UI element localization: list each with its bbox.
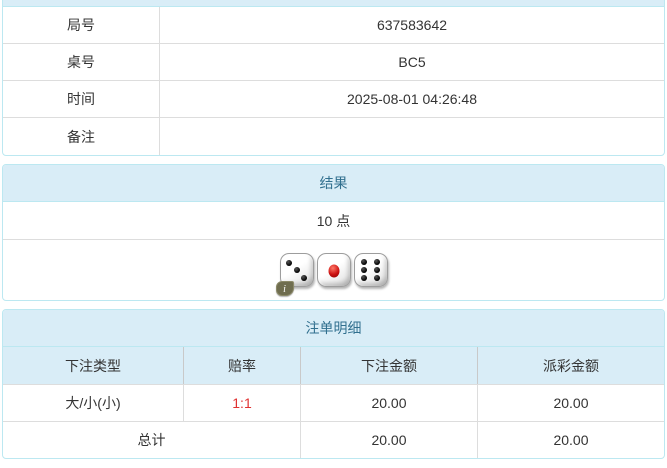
- die-pip: [360, 258, 367, 265]
- bet-payout-cell: 20.00: [553, 395, 589, 411]
- die-pip: [374, 267, 381, 273]
- info-icon[interactable]: i: [275, 281, 294, 296]
- game-info-heading: [3, 0, 664, 7]
- bet-row: 大/小(小) 1:1 20.00 20.00: [3, 385, 664, 422]
- die-pip: [374, 258, 381, 265]
- die-pip: [286, 259, 293, 266]
- result-points-row: 10 点: [3, 202, 664, 240]
- result-points: 10 点: [316, 212, 351, 229]
- col-header-payout-amount: 派彩金额: [543, 357, 599, 374]
- die-pip-red: [328, 264, 339, 278]
- info-row-remark: 备注: [3, 118, 664, 155]
- col-header-bet-type: 下注类型: [3, 347, 184, 384]
- bet-type-cell: 大/小(小): [3, 385, 184, 421]
- info-row-time: 时间 2025-08-01 04:26:48: [3, 81, 664, 118]
- bet-odds-cell: 1:1: [184, 385, 301, 421]
- remark-label: 备注: [3, 118, 160, 155]
- total-bet-amount-cell: 20.00: [301, 422, 478, 458]
- bets-panel: 注单明细 下注类型 赔率 下注金额 派彩金额 大/小(小) 1:1 20.00 …: [2, 309, 665, 459]
- bets-total-row: 总计 20.00 20.00: [3, 422, 664, 458]
- bet-amount-cell: 20.00: [301, 385, 478, 421]
- time-label: 时间: [3, 81, 160, 117]
- bets-header-row: 下注类型 赔率 下注金额 派彩金额: [3, 347, 664, 385]
- die: [353, 253, 388, 287]
- round-value: 637583642: [376, 17, 448, 33]
- table-value: BC5: [398, 54, 426, 70]
- game-info-panel: 局号 637583642 桌号 BC5 时间 2025-08-01 04:26:…: [2, 0, 665, 156]
- bets-table: 下注类型 赔率 下注金额 派彩金额 大/小(小) 1:1 20.00 20.00…: [3, 347, 664, 458]
- total-payout-amount-cell: 20.00: [553, 432, 589, 448]
- die-pip: [293, 267, 300, 274]
- die-pip: [374, 275, 381, 282]
- result-heading: 结果: [3, 165, 664, 202]
- game-info-table: 局号 637583642 桌号 BC5 时间 2025-08-01 04:26:…: [3, 7, 664, 155]
- dice-row: i: [3, 240, 664, 300]
- col-header-odds: 赔率: [184, 347, 301, 384]
- total-label-cell: 总计: [3, 422, 301, 458]
- info-row-table: 桌号 BC5: [3, 44, 664, 81]
- result-panel: 结果 10 点 i: [2, 164, 665, 301]
- bets-heading: 注单明细: [3, 310, 664, 347]
- round-label: 局号: [3, 7, 160, 43]
- time-value: 2025-08-01 04:26:48: [347, 91, 477, 107]
- die-pip: [301, 274, 308, 281]
- die: i: [275, 253, 314, 296]
- col-header-bet-amount: 下注金额: [301, 347, 478, 384]
- remark-value: [160, 118, 664, 155]
- die: [316, 253, 351, 287]
- table-label: 桌号: [3, 44, 160, 80]
- die-pip: [360, 275, 367, 282]
- die-pip: [360, 267, 367, 273]
- dice-strip: i: [275, 253, 388, 296]
- info-row-round: 局号 637583642: [3, 7, 664, 44]
